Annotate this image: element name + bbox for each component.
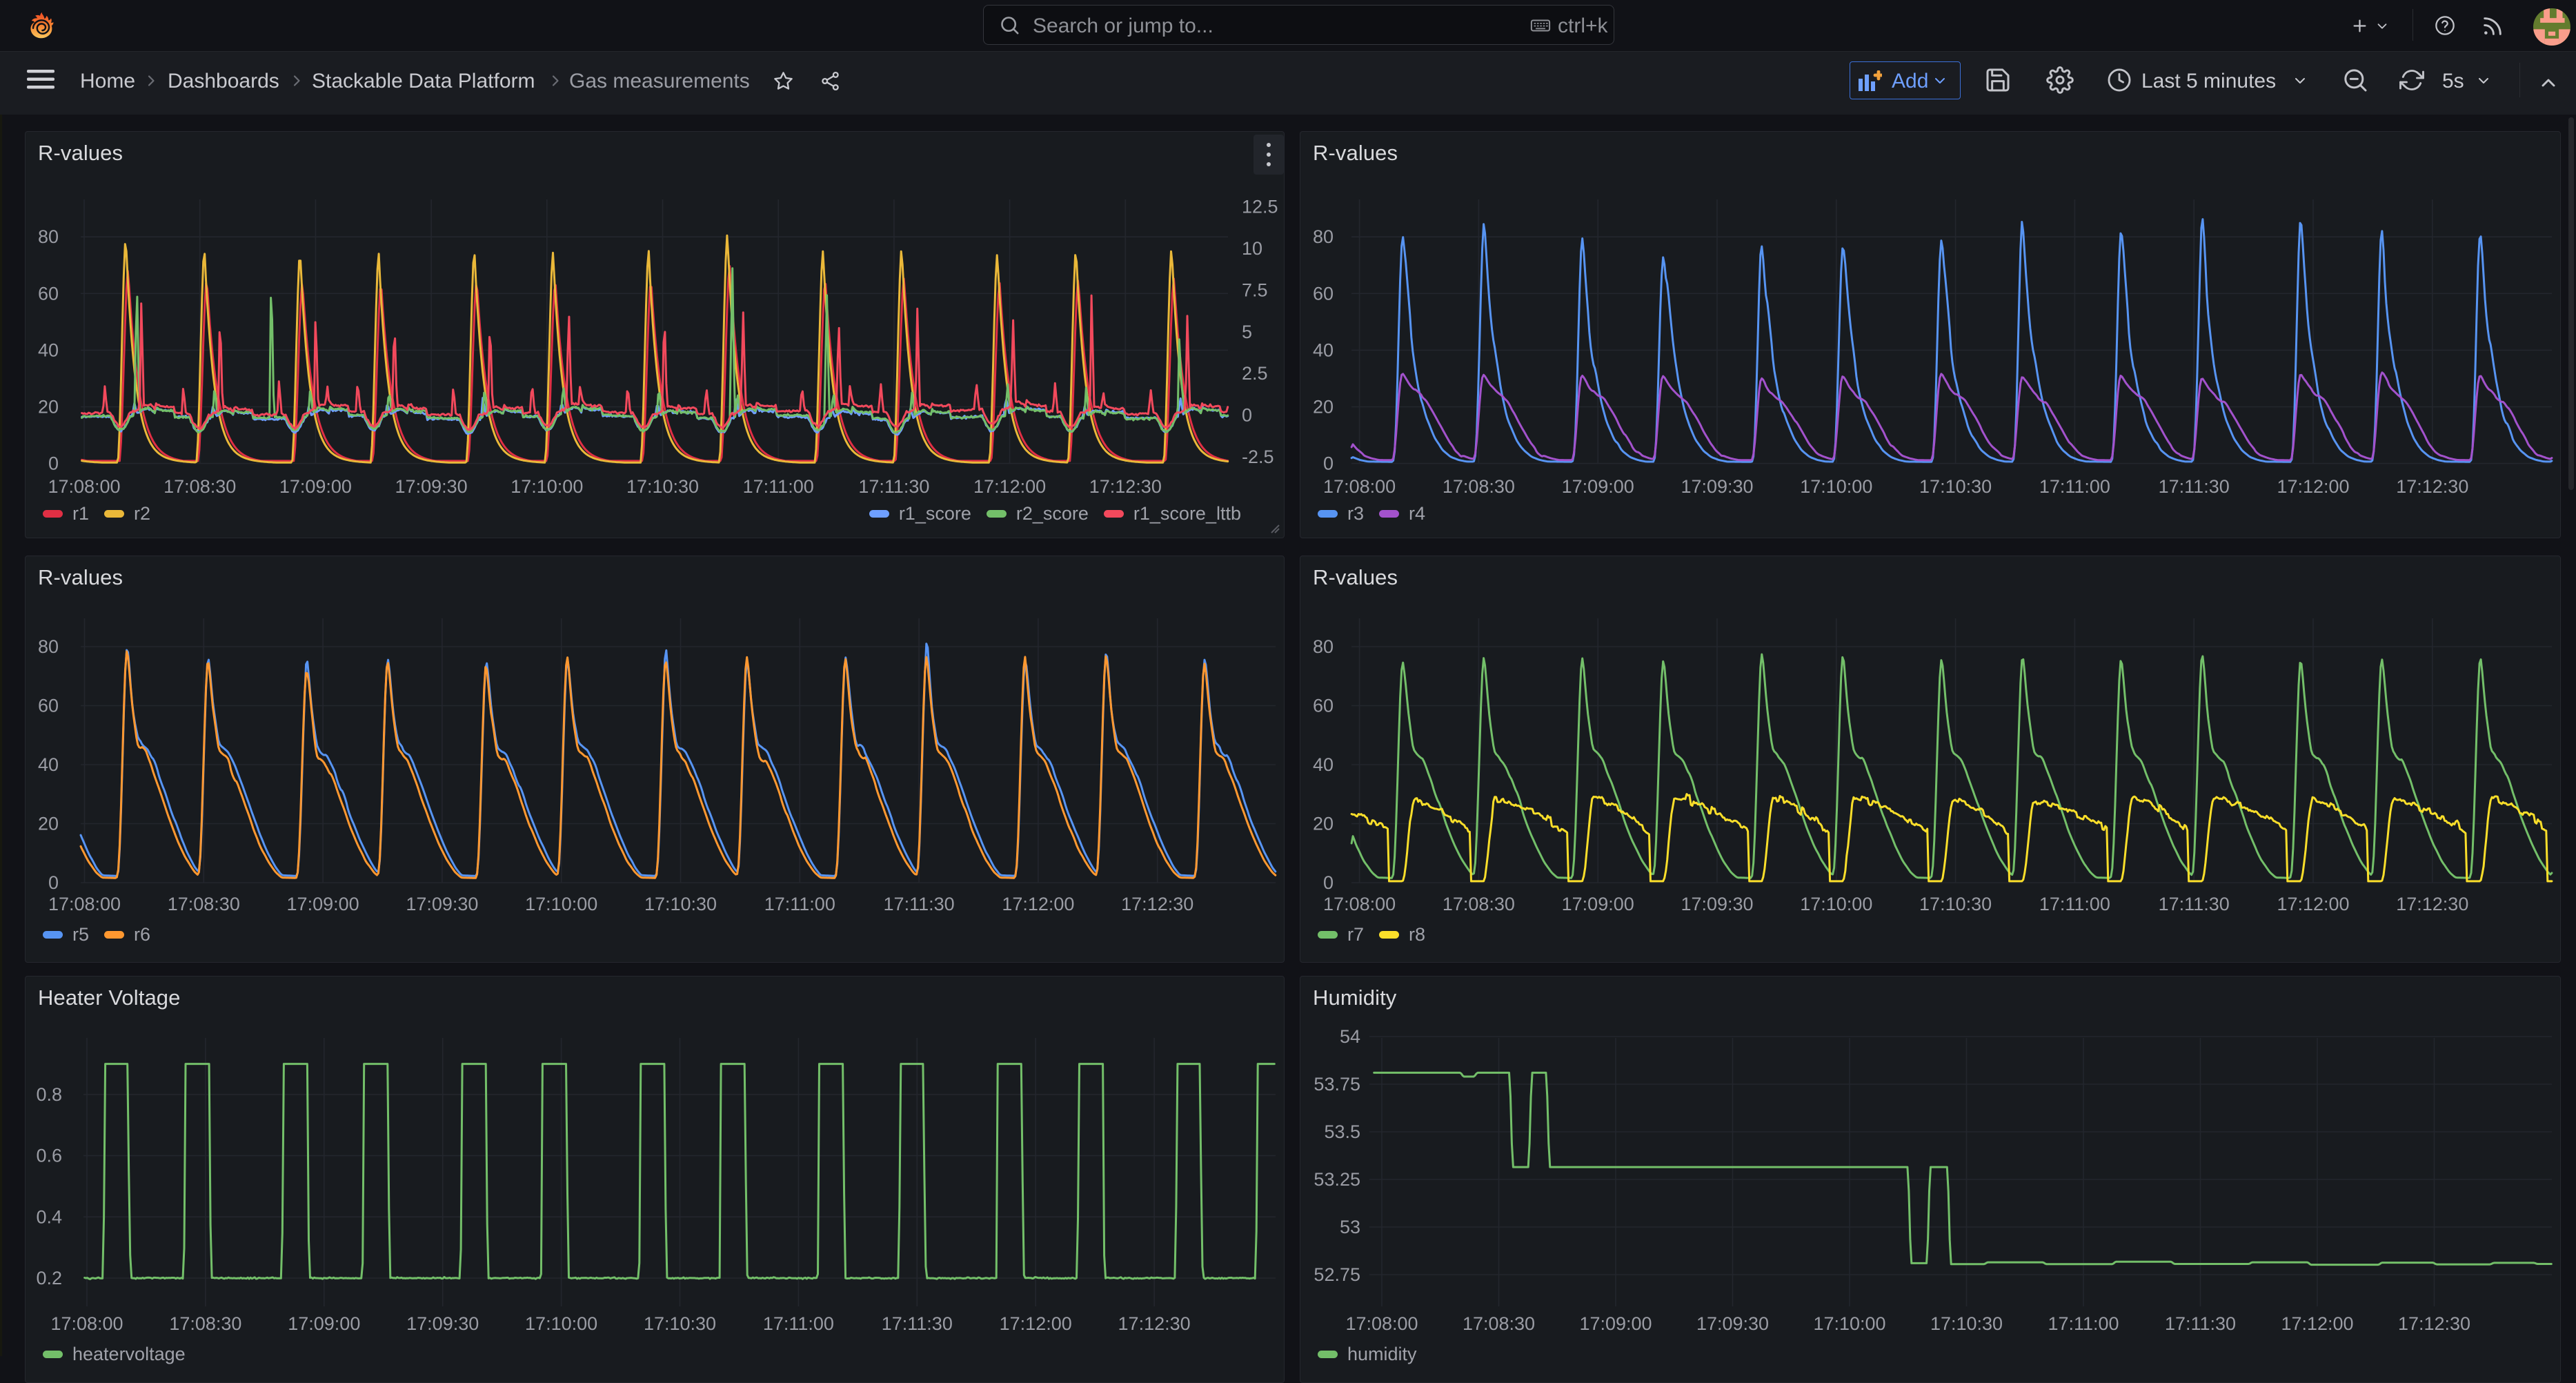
svg-text:17:08:00: 17:08:00 <box>48 476 120 497</box>
svg-text:17:10:00: 17:10:00 <box>511 476 583 497</box>
svg-text:17:09:00: 17:09:00 <box>279 476 352 497</box>
svg-text:17:12:00: 17:12:00 <box>2281 1313 2353 1334</box>
svg-text:17:08:00: 17:08:00 <box>1323 476 1396 497</box>
svg-text:40: 40 <box>38 340 59 360</box>
svg-text:17:08:30: 17:08:30 <box>169 1313 241 1334</box>
svg-text:60: 60 <box>38 283 59 304</box>
svg-text:17:10:30: 17:10:30 <box>626 476 699 497</box>
svg-text:17:12:00: 17:12:00 <box>2277 894 2349 914</box>
svg-text:17:10:00: 17:10:00 <box>1813 1313 1885 1334</box>
svg-text:40: 40 <box>1313 340 1334 360</box>
svg-text:40: 40 <box>38 754 59 775</box>
svg-text:17:10:30: 17:10:30 <box>1919 894 1992 914</box>
svg-text:20: 20 <box>38 397 59 418</box>
svg-text:17:08:30: 17:08:30 <box>168 894 240 914</box>
svg-text:60: 60 <box>1313 283 1334 304</box>
svg-text:17:12:30: 17:12:30 <box>1118 1313 1191 1334</box>
svg-text:17:10:00: 17:10:00 <box>525 1313 597 1334</box>
svg-text:17:12:30: 17:12:30 <box>2396 476 2468 497</box>
svg-text:-2.5: -2.5 <box>1242 447 1274 467</box>
svg-text:20: 20 <box>1313 814 1334 834</box>
svg-text:17:12:30: 17:12:30 <box>1089 476 1162 497</box>
svg-text:12.5: 12.5 <box>1242 197 1278 217</box>
svg-text:17:10:30: 17:10:30 <box>1919 476 1992 497</box>
svg-text:17:12:30: 17:12:30 <box>2396 894 2468 914</box>
svg-text:17:11:30: 17:11:30 <box>858 476 929 497</box>
svg-text:0: 0 <box>1242 405 1252 426</box>
svg-text:17:10:30: 17:10:30 <box>644 894 717 914</box>
svg-text:53.25: 53.25 <box>1314 1169 1360 1190</box>
svg-text:54: 54 <box>1340 1026 1360 1047</box>
svg-text:17:11:00: 17:11:00 <box>764 894 835 914</box>
svg-text:17:09:00: 17:09:00 <box>1562 476 1634 497</box>
svg-text:0: 0 <box>48 872 59 893</box>
svg-text:17:11:00: 17:11:00 <box>2039 894 2110 914</box>
svg-text:60: 60 <box>1313 696 1334 716</box>
svg-text:17:12:30: 17:12:30 <box>1121 894 1193 914</box>
svg-text:0.4: 0.4 <box>36 1206 62 1227</box>
svg-text:17:09:30: 17:09:30 <box>1681 894 1753 914</box>
svg-text:17:11:00: 17:11:00 <box>2048 1313 2119 1334</box>
svg-text:17:11:30: 17:11:30 <box>884 894 955 914</box>
svg-text:0: 0 <box>1323 872 1334 893</box>
svg-text:17:09:00: 17:09:00 <box>287 894 359 914</box>
svg-text:80: 80 <box>38 636 59 657</box>
svg-text:0.6: 0.6 <box>36 1146 62 1166</box>
svg-text:17:10:30: 17:10:30 <box>1930 1313 2003 1334</box>
svg-text:17:10:00: 17:10:00 <box>1800 894 1872 914</box>
svg-text:60: 60 <box>38 696 59 716</box>
svg-text:17:12:00: 17:12:00 <box>1002 894 1074 914</box>
svg-text:17:11:00: 17:11:00 <box>763 1313 834 1334</box>
svg-text:17:08:30: 17:08:30 <box>1443 476 1515 497</box>
svg-text:52.75: 52.75 <box>1314 1264 1360 1285</box>
svg-text:17:11:30: 17:11:30 <box>2159 894 2230 914</box>
svg-text:17:12:00: 17:12:00 <box>1000 1313 1072 1334</box>
svg-text:7.5: 7.5 <box>1242 279 1268 300</box>
svg-text:17:11:00: 17:11:00 <box>743 476 814 497</box>
svg-text:53: 53 <box>1340 1217 1360 1237</box>
svg-text:17:08:00: 17:08:00 <box>50 1313 123 1334</box>
svg-text:10: 10 <box>1242 238 1262 259</box>
svg-text:17:08:30: 17:08:30 <box>164 476 236 497</box>
svg-text:53.75: 53.75 <box>1314 1074 1360 1095</box>
svg-text:2.5: 2.5 <box>1242 363 1268 384</box>
svg-text:17:09:00: 17:09:00 <box>288 1313 360 1334</box>
svg-text:17:10:00: 17:10:00 <box>525 894 597 914</box>
svg-text:17:11:30: 17:11:30 <box>2159 476 2230 497</box>
svg-text:17:11:00: 17:11:00 <box>2039 476 2110 497</box>
svg-text:17:08:00: 17:08:00 <box>1345 1313 1418 1334</box>
svg-text:80: 80 <box>1313 226 1334 247</box>
svg-text:0.2: 0.2 <box>36 1268 62 1288</box>
svg-text:17:08:00: 17:08:00 <box>1323 894 1396 914</box>
svg-text:80: 80 <box>38 226 59 247</box>
svg-text:17:09:00: 17:09:00 <box>1579 1313 1652 1334</box>
svg-text:17:09:30: 17:09:30 <box>406 1313 479 1334</box>
svg-text:17:09:00: 17:09:00 <box>1562 894 1634 914</box>
svg-text:17:12:30: 17:12:30 <box>2398 1313 2470 1334</box>
svg-text:17:09:30: 17:09:30 <box>406 894 478 914</box>
svg-text:40: 40 <box>1313 754 1334 775</box>
svg-text:17:09:30: 17:09:30 <box>1681 476 1753 497</box>
svg-text:17:10:30: 17:10:30 <box>644 1313 716 1334</box>
svg-text:20: 20 <box>38 814 59 834</box>
svg-text:80: 80 <box>1313 636 1334 657</box>
svg-text:0.8: 0.8 <box>36 1084 62 1105</box>
svg-text:0: 0 <box>48 453 59 474</box>
svg-text:17:12:00: 17:12:00 <box>973 476 1046 497</box>
svg-text:17:08:30: 17:08:30 <box>1443 894 1515 914</box>
svg-text:17:08:30: 17:08:30 <box>1463 1313 1535 1334</box>
svg-text:0: 0 <box>1323 453 1334 474</box>
svg-text:20: 20 <box>1313 397 1334 418</box>
svg-text:17:09:30: 17:09:30 <box>1696 1313 1769 1334</box>
svg-text:53.5: 53.5 <box>1324 1121 1360 1142</box>
svg-text:5: 5 <box>1242 322 1252 342</box>
svg-text:17:09:30: 17:09:30 <box>395 476 468 497</box>
svg-text:17:12:00: 17:12:00 <box>2277 476 2349 497</box>
svg-text:17:08:00: 17:08:00 <box>48 894 121 914</box>
svg-text:17:11:30: 17:11:30 <box>2165 1313 2236 1334</box>
svg-text:17:11:30: 17:11:30 <box>882 1313 953 1334</box>
svg-text:17:10:00: 17:10:00 <box>1800 476 1872 497</box>
